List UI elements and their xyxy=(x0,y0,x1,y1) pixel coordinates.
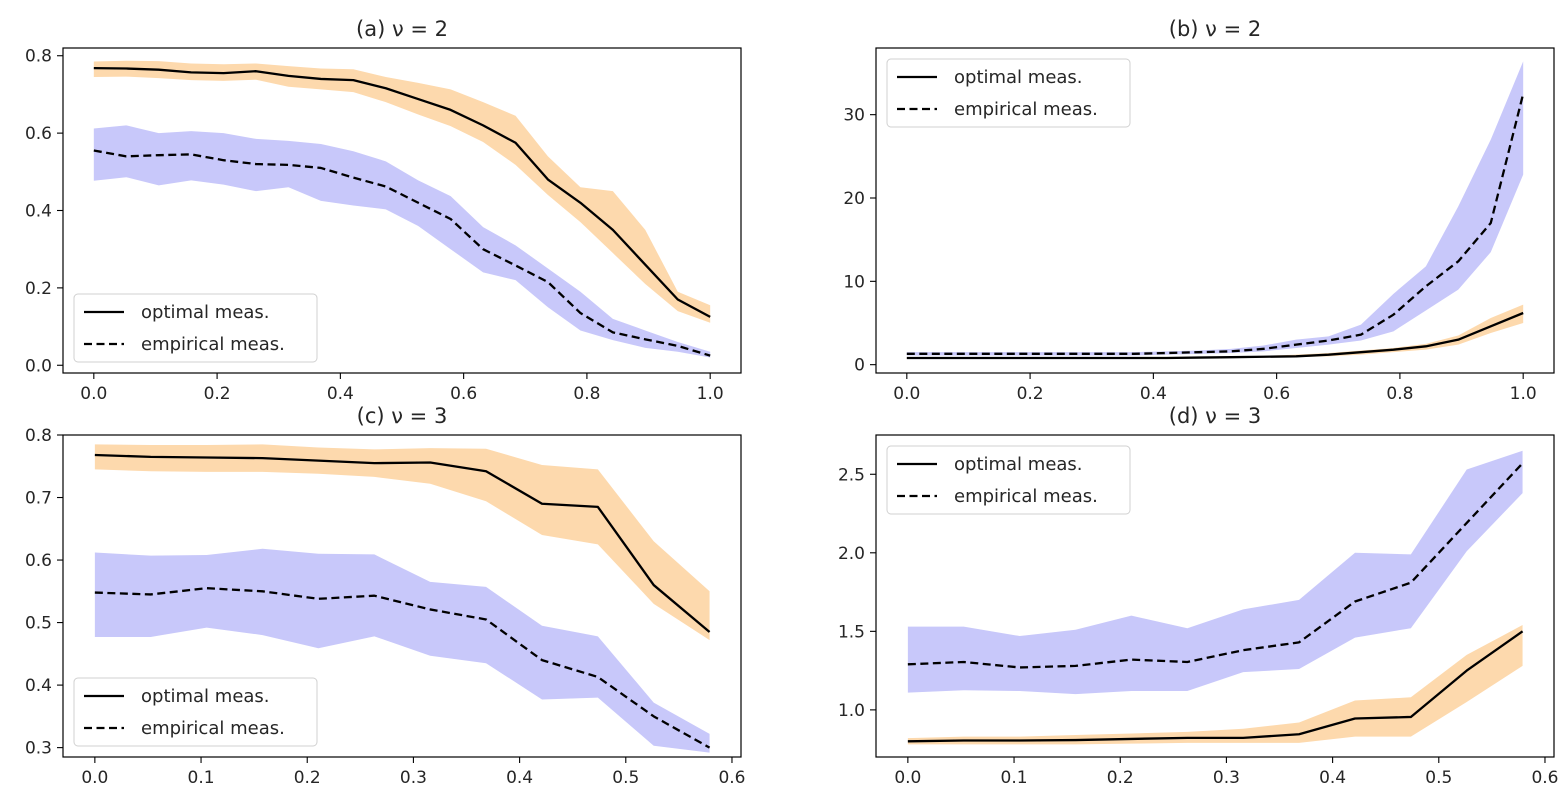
legend-label: optimal meas. xyxy=(141,686,270,707)
y-tick-label: 1.5 xyxy=(838,622,865,642)
subplot-3: 0.0 0.1 0.2 0.3 0.4 0.5 0.6 0.3 0.4 0.5 0.6 0.7 0.8 (… xyxy=(25,404,746,788)
x-tick-label: 0.8 xyxy=(1386,384,1413,404)
y-tick-label: 0.0 xyxy=(25,356,52,376)
y-tick-label: 0.5 xyxy=(25,614,52,634)
y-tick-label: 0.6 xyxy=(25,551,52,571)
y-tick-label: 0 xyxy=(854,356,865,376)
legend-label: optimal meas. xyxy=(954,454,1083,475)
chart-title: (c) ν = 3 xyxy=(357,404,448,428)
series-line-optimal xyxy=(906,311,1524,360)
confidence-band-empirical xyxy=(93,125,711,358)
series-line-optimal xyxy=(907,630,1524,743)
y-tick-label: 0.6 xyxy=(25,124,52,144)
axes-frame xyxy=(62,434,742,758)
x-tick-label: 0.3 xyxy=(400,768,427,788)
subplot-4: 0.0 0.1 0.2 0.3 0.4 0.5 0.6 1.0 1.5 2.0 2.5 (d) ν =… xyxy=(838,404,1559,788)
y-tick-label: 0.7 xyxy=(25,489,52,509)
x-tick-label: 0.6 xyxy=(1263,384,1290,404)
x-tick-label: 0.0 xyxy=(81,768,108,788)
y-tick-label: 0.4 xyxy=(25,676,52,696)
legend: optimal meas. empirical meas. xyxy=(73,677,318,747)
legend-box xyxy=(886,445,1131,515)
y-tick-label: 30 xyxy=(843,106,865,126)
legend-label: optimal meas. xyxy=(954,67,1083,88)
legend-label: empirical meas. xyxy=(954,486,1098,507)
y-tick-label: 20 xyxy=(843,189,865,209)
y-tick-label: 2.5 xyxy=(838,465,865,485)
series-line-optimal xyxy=(94,453,711,633)
series-line-empirical xyxy=(906,93,1525,355)
x-tick-label: 0.2 xyxy=(204,384,231,404)
axes-frame xyxy=(875,47,1555,374)
plot-area xyxy=(906,61,1525,360)
x-tick-label: 1.0 xyxy=(697,384,724,404)
legend-label: optimal meas. xyxy=(141,302,270,323)
x-tick-label: 0.4 xyxy=(1319,768,1346,788)
x-tick-label: 0.6 xyxy=(718,768,745,788)
y-tick-label: 2.0 xyxy=(838,544,865,564)
x-tick-label: 0.2 xyxy=(1017,384,1044,404)
x-tick-label: 0.4 xyxy=(327,384,354,404)
series-line-empirical xyxy=(93,149,711,357)
plot-area xyxy=(94,444,711,753)
chart-title: (b) ν = 2 xyxy=(1169,17,1261,41)
legend-box xyxy=(73,677,318,747)
x-tick-label: 0.2 xyxy=(294,768,321,788)
confidence-band-empirical xyxy=(907,450,1523,695)
plot-area xyxy=(93,60,711,358)
x-tick-label: 1.0 xyxy=(1510,384,1537,404)
legend-box xyxy=(886,58,1131,128)
series-line-optimal xyxy=(93,66,711,318)
confidence-band-optimal xyxy=(907,625,1523,745)
legend-label: empirical meas. xyxy=(954,99,1098,120)
subplot-1: 0.0 0.2 0.4 0.6 0.8 1.0 0.0 0.2 0.4 0.6 0.8 (a) ν =… xyxy=(25,17,742,404)
confidence-band-empirical xyxy=(94,548,710,753)
axes-frame xyxy=(875,434,1555,758)
y-tick-label: 0.4 xyxy=(25,202,52,222)
subplot-2: 0.0 0.2 0.4 0.6 0.8 1.0 0 10 20 30 (b) ν = 2 optima… xyxy=(843,17,1555,404)
legend-label: empirical meas. xyxy=(141,718,285,739)
x-tick-label: 0.4 xyxy=(506,768,533,788)
x-tick-label: 0.6 xyxy=(450,384,477,404)
x-tick-label: 0.5 xyxy=(1425,768,1452,788)
y-tick-label: 0.8 xyxy=(25,426,52,446)
x-tick-label: 0.2 xyxy=(1107,768,1134,788)
chart-title: (a) ν = 2 xyxy=(356,17,448,41)
x-tick-label: 0.8 xyxy=(573,384,600,404)
x-tick-label: 0.6 xyxy=(1531,768,1558,788)
legend: optimal meas. empirical meas. xyxy=(73,293,318,363)
y-tick-label: 10 xyxy=(843,272,865,292)
y-tick-label: 1.0 xyxy=(838,701,865,721)
legend: optimal meas. empirical meas. xyxy=(886,445,1131,515)
legend-box xyxy=(73,293,318,363)
y-tick-label: 0.2 xyxy=(25,279,52,299)
x-tick-label: 0.5 xyxy=(612,768,639,788)
plot-area xyxy=(907,450,1524,745)
series-line-empirical xyxy=(94,587,711,749)
series-line-empirical xyxy=(907,462,1524,669)
x-tick-label: 0.3 xyxy=(1213,768,1240,788)
x-tick-label: 0.0 xyxy=(80,384,107,404)
x-tick-label: 0.4 xyxy=(1140,384,1167,404)
confidence-band-optimal xyxy=(93,60,711,323)
chart-title: (d) ν = 3 xyxy=(1169,404,1261,428)
y-tick-label: 0.3 xyxy=(25,739,52,759)
x-tick-label: 0.1 xyxy=(1001,768,1028,788)
y-tick-label: 0.8 xyxy=(25,47,52,67)
x-tick-label: 0.1 xyxy=(188,768,215,788)
legend: optimal meas. empirical meas. xyxy=(886,58,1131,128)
confidence-band-optimal xyxy=(94,444,710,641)
x-tick-label: 0.0 xyxy=(893,384,920,404)
legend-label: empirical meas. xyxy=(141,334,285,355)
x-tick-label: 0.0 xyxy=(894,768,921,788)
